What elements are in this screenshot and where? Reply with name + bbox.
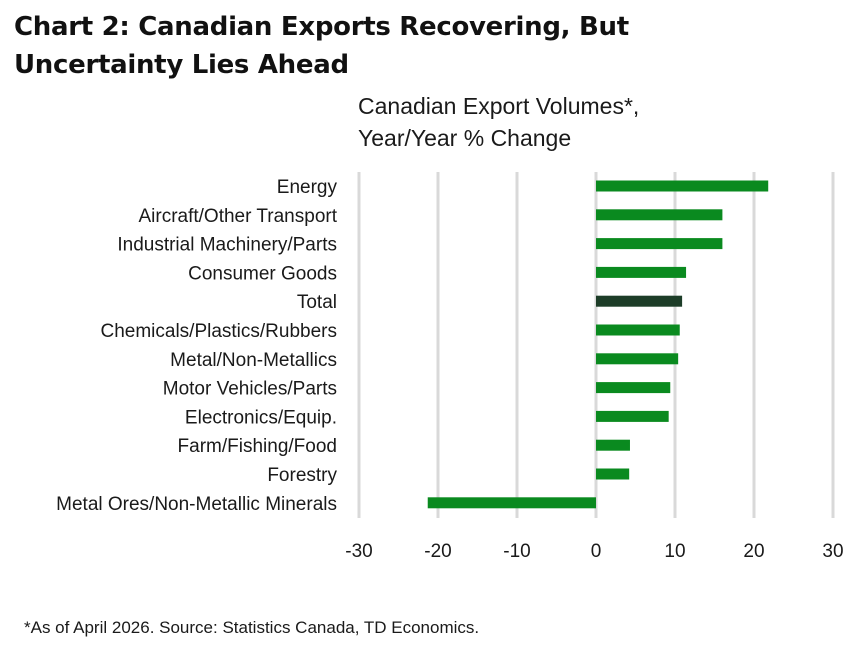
category-labels: Energy Aircraft/Other Transport Industrial… bbox=[56, 177, 338, 515]
category-label: Motor Vehicles/Parts bbox=[163, 379, 337, 400]
chart-subtitle-line-1: Canadian Export Volumes*, bbox=[358, 93, 640, 119]
chart-title-line-1: Chart 2: Canadian Exports Recovering, Bu… bbox=[14, 12, 629, 42]
category-label: Farm/Fishing/Food bbox=[178, 436, 337, 457]
bar bbox=[596, 353, 679, 365]
bar bbox=[596, 439, 630, 451]
x-tick-label: -20 bbox=[424, 541, 451, 562]
bar bbox=[427, 497, 596, 509]
footnote: *As of April 2026. Source: Statistics Ca… bbox=[24, 618, 480, 637]
category-label: Consumer Goods bbox=[188, 263, 337, 284]
x-tick-label: -10 bbox=[503, 541, 530, 562]
bar bbox=[596, 266, 687, 278]
x-tick-label: 30 bbox=[822, 541, 843, 562]
bar bbox=[596, 209, 723, 221]
bar bbox=[596, 382, 671, 394]
chart-subtitle: Canadian Export Volumes*, Year/Year % Ch… bbox=[358, 90, 838, 154]
category-label: Metal/Non-Metallics bbox=[170, 350, 337, 371]
chart-title-line-2: Uncertainty Lies Ahead bbox=[14, 50, 349, 80]
x-tick-label: -30 bbox=[345, 541, 372, 562]
category-label: Electronics/Equip. bbox=[185, 407, 337, 428]
category-label: Aircraft/Other Transport bbox=[138, 206, 337, 227]
category-label: Industrial Machinery/Parts bbox=[117, 235, 337, 256]
category-label: Energy bbox=[277, 177, 338, 198]
bar bbox=[596, 468, 630, 480]
x-axis-tick-labels: -30 -20 -10 0 10 20 30 bbox=[345, 541, 843, 562]
bar bbox=[596, 295, 683, 307]
bars bbox=[427, 180, 769, 509]
bar bbox=[596, 410, 669, 422]
x-tick-label: 20 bbox=[743, 541, 764, 562]
x-tick-label: 0 bbox=[591, 541, 602, 562]
chart-title: Chart 2: Canadian Exports Recovering, Bu… bbox=[14, 8, 734, 84]
x-tick-label: 10 bbox=[664, 541, 685, 562]
category-label: Total bbox=[297, 292, 337, 313]
category-label: Forestry bbox=[267, 465, 337, 486]
category-label: Chemicals/Plastics/Rubbers bbox=[100, 321, 337, 342]
grid-lines bbox=[357, 172, 835, 518]
bar bbox=[596, 238, 723, 250]
category-label: Metal Ores/Non-Metallic Minerals bbox=[56, 494, 337, 515]
chart-subtitle-line-2: Year/Year % Change bbox=[358, 125, 572, 151]
bar bbox=[596, 180, 769, 192]
bar bbox=[596, 324, 680, 336]
